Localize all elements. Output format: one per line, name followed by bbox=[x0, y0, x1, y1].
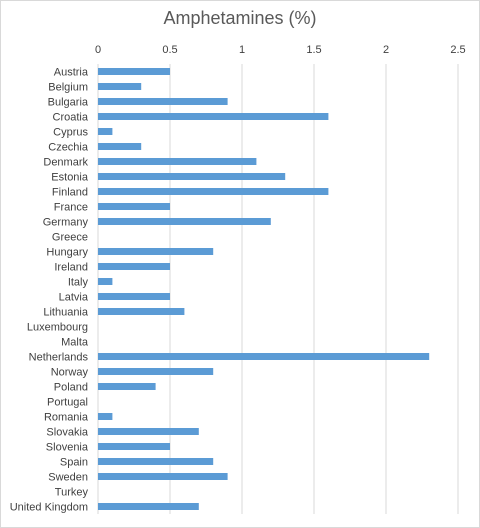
category-label: Estonia bbox=[51, 172, 89, 184]
bar bbox=[98, 263, 170, 270]
bar bbox=[98, 158, 257, 165]
category-label: Finland bbox=[52, 187, 88, 199]
category-label: Austria bbox=[54, 67, 89, 79]
bar bbox=[98, 188, 329, 195]
bar bbox=[98, 458, 214, 465]
bar bbox=[98, 383, 156, 390]
x-tick-label: 1 bbox=[239, 44, 245, 56]
bar bbox=[98, 278, 113, 285]
category-label: Denmark bbox=[43, 157, 88, 169]
bar bbox=[98, 68, 170, 75]
category-label: Sweden bbox=[48, 472, 88, 484]
bars bbox=[98, 68, 430, 510]
category-label: France bbox=[54, 202, 88, 214]
bar bbox=[98, 293, 170, 300]
category-label: Germany bbox=[43, 217, 89, 229]
bar bbox=[98, 368, 214, 375]
bar bbox=[98, 443, 170, 450]
x-tick-label: 1.5 bbox=[306, 44, 321, 56]
category-label: Turkey bbox=[55, 487, 89, 499]
category-label: Poland bbox=[54, 382, 88, 394]
category-label: Cyprus bbox=[53, 127, 88, 139]
bar bbox=[98, 413, 113, 420]
x-tick-label: 0.5 bbox=[162, 44, 177, 56]
bar bbox=[98, 128, 113, 135]
bar bbox=[98, 83, 142, 90]
x-axis-ticks: 0 0.5 1 1.5 2 2.5 bbox=[95, 44, 466, 56]
category-label: Italy bbox=[68, 277, 89, 289]
bar bbox=[98, 308, 185, 315]
category-label: Greece bbox=[52, 232, 88, 244]
category-label: Belgium bbox=[48, 82, 88, 94]
bar bbox=[98, 173, 286, 180]
x-tick-label: 2.5 bbox=[450, 44, 465, 56]
x-tick-label: 0 bbox=[95, 44, 101, 56]
bar bbox=[98, 473, 228, 480]
gridlines bbox=[97, 64, 459, 514]
bar bbox=[98, 218, 271, 225]
category-label: United Kingdom bbox=[10, 502, 88, 514]
category-label: Czechia bbox=[48, 142, 89, 154]
category-label: Ireland bbox=[54, 262, 88, 274]
category-label: Slovakia bbox=[46, 427, 88, 439]
x-tick-label: 2 bbox=[383, 44, 389, 56]
category-label: Latvia bbox=[59, 292, 89, 304]
bar bbox=[98, 248, 214, 255]
category-label: Portugal bbox=[47, 397, 88, 409]
bar bbox=[98, 428, 199, 435]
category-label: Slovenia bbox=[46, 442, 89, 454]
bar bbox=[98, 143, 142, 150]
category-label: Lithuania bbox=[43, 307, 89, 319]
category-label: Hungary bbox=[46, 247, 88, 259]
bar bbox=[98, 98, 228, 105]
bar bbox=[98, 203, 170, 210]
category-labels: Austria Belgium Bulgaria Croatia Cyprus Czech… bbox=[10, 67, 89, 514]
category-label: Norway bbox=[51, 367, 89, 379]
bar bbox=[98, 503, 199, 510]
category-label: Croatia bbox=[53, 112, 89, 124]
bar bbox=[98, 113, 329, 120]
category-label: Spain bbox=[60, 457, 88, 469]
category-label: Malta bbox=[61, 337, 89, 349]
bar bbox=[98, 353, 430, 360]
category-label: Romania bbox=[44, 412, 89, 424]
category-label: Netherlands bbox=[29, 352, 89, 364]
category-label: Bulgaria bbox=[48, 97, 89, 109]
category-label: Luxembourg bbox=[27, 322, 88, 334]
chart-title: Amphetamines (%) bbox=[163, 8, 317, 28]
